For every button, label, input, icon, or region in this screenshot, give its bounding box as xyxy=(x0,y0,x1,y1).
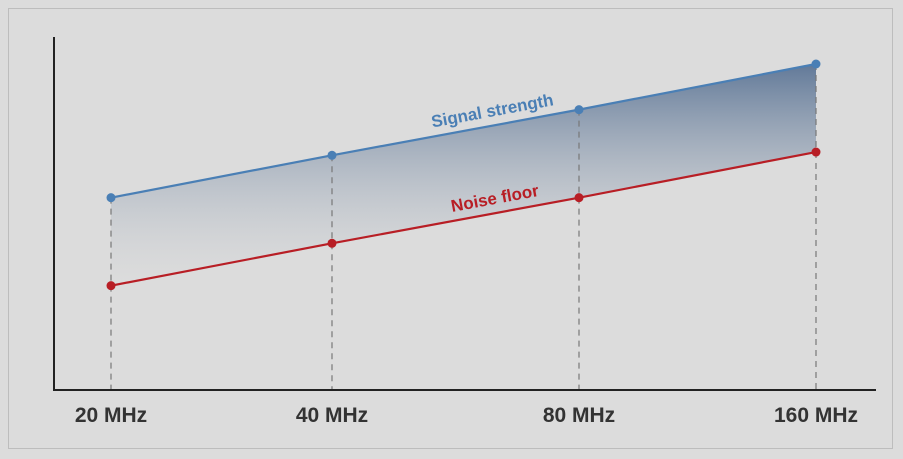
noise-data-point xyxy=(811,147,821,157)
noise-data-point xyxy=(106,281,116,291)
noise-data-point xyxy=(327,238,337,248)
x-tick-label: 40 MHz xyxy=(296,404,368,427)
signal-data-point xyxy=(327,150,337,160)
signal-data-point xyxy=(106,193,116,203)
noise-series-line xyxy=(110,150,817,287)
shaded-band xyxy=(111,64,816,286)
x-tick-label: 80 MHz xyxy=(543,404,615,427)
signal-series-line xyxy=(110,62,817,199)
noise-data-point xyxy=(574,193,584,203)
signal-data-point xyxy=(811,59,821,69)
x-tick-label: 20 MHz xyxy=(75,404,147,427)
x-tick-label: 160 MHz xyxy=(774,404,858,427)
signal-data-point xyxy=(574,105,584,115)
